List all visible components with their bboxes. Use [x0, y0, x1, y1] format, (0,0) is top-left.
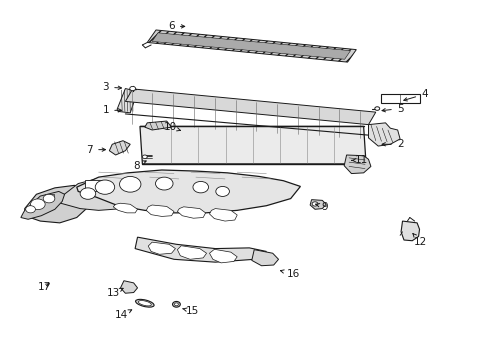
Circle shape: [172, 301, 180, 307]
Polygon shape: [25, 185, 91, 223]
Circle shape: [30, 199, 45, 210]
Circle shape: [43, 194, 55, 203]
Circle shape: [155, 177, 173, 190]
Polygon shape: [177, 207, 205, 218]
Text: 6: 6: [168, 21, 184, 31]
Polygon shape: [209, 249, 237, 263]
Circle shape: [26, 206, 35, 213]
Polygon shape: [60, 176, 166, 210]
Polygon shape: [400, 221, 419, 241]
Polygon shape: [85, 180, 106, 191]
Circle shape: [174, 303, 178, 306]
Text: 5: 5: [381, 104, 403, 113]
Circle shape: [142, 155, 147, 158]
Text: 16: 16: [280, 269, 299, 279]
Text: 17: 17: [38, 282, 51, 292]
Ellipse shape: [135, 300, 154, 307]
Polygon shape: [309, 200, 325, 209]
Circle shape: [193, 181, 208, 193]
Circle shape: [129, 86, 135, 91]
Polygon shape: [45, 194, 54, 199]
Polygon shape: [144, 121, 171, 130]
Circle shape: [80, 188, 96, 199]
Text: 7: 7: [86, 145, 105, 155]
Circle shape: [215, 186, 229, 197]
Polygon shape: [135, 237, 266, 262]
Circle shape: [95, 180, 115, 194]
Polygon shape: [147, 30, 356, 62]
Text: 14: 14: [115, 310, 131, 320]
Circle shape: [374, 107, 379, 111]
Polygon shape: [140, 126, 366, 164]
Text: 12: 12: [412, 234, 426, 247]
Polygon shape: [368, 123, 399, 146]
Text: 9: 9: [315, 202, 327, 212]
Polygon shape: [146, 205, 174, 216]
Polygon shape: [21, 192, 64, 219]
Text: 11: 11: [351, 156, 367, 165]
Ellipse shape: [138, 301, 151, 306]
Text: 2: 2: [381, 139, 403, 149]
Polygon shape: [109, 141, 130, 155]
Polygon shape: [113, 203, 137, 213]
Circle shape: [311, 202, 317, 206]
Text: 3: 3: [102, 82, 122, 92]
Polygon shape: [177, 246, 206, 259]
Polygon shape: [380, 94, 419, 103]
Polygon shape: [125, 89, 375, 125]
Text: 10: 10: [163, 122, 180, 132]
Polygon shape: [120, 281, 137, 293]
Text: 1: 1: [102, 105, 121, 115]
Polygon shape: [152, 33, 350, 59]
Polygon shape: [77, 170, 300, 213]
Text: 15: 15: [183, 306, 199, 316]
Text: 8: 8: [132, 161, 146, 171]
Polygon shape: [251, 249, 278, 266]
Polygon shape: [117, 89, 137, 113]
Circle shape: [119, 176, 141, 192]
Polygon shape: [344, 155, 370, 174]
Polygon shape: [209, 208, 237, 221]
Text: 4: 4: [403, 89, 427, 101]
Text: 13: 13: [106, 288, 123, 298]
Polygon shape: [148, 242, 175, 254]
